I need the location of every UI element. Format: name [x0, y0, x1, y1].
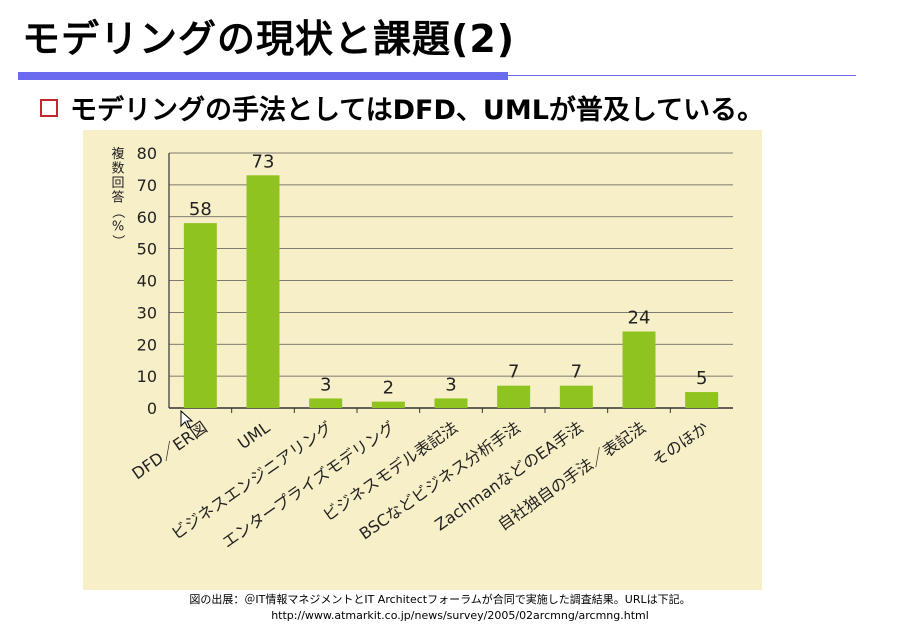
mouse-pointer-icon: [180, 410, 194, 429]
y-tick-label: 20: [137, 335, 157, 354]
bar: [622, 331, 656, 408]
data-label: 3: [320, 374, 331, 395]
bullet-square-icon: [40, 98, 58, 117]
bar: [371, 401, 405, 408]
source-url: http://www.atmarkit.co.jp/news/survey/20…: [271, 609, 649, 622]
bullet-point: モデリングの手法としてはDFD、UMLが普及している。: [40, 88, 764, 127]
y-tick-label: 30: [137, 303, 157, 322]
y-tick-label: 60: [137, 208, 157, 227]
chart-panel: 0 10 20 30 40 50 60 70 80 複数回答（%） 58 DFD／ER図 73 UML 3 ビ…: [83, 130, 762, 590]
category-label: DFD／ER図: [128, 418, 210, 484]
y-axis-label-char: ）: [110, 234, 125, 247]
data-label: 3: [445, 374, 456, 395]
title-underline: [18, 72, 856, 80]
y-axis-label-char: 複: [111, 146, 124, 162]
bar-chart: 01020304050607080複数回答（%）58DFD／ER図73UML3ビ…: [110, 144, 733, 552]
slide-title: モデリングの現状と課題(2): [22, 17, 516, 61]
category-label: そのほか: [649, 418, 712, 470]
data-label: 7: [508, 362, 519, 383]
data-label: 5: [696, 368, 707, 389]
bar: [246, 175, 280, 408]
data-label: 24: [628, 308, 651, 329]
source-citation: 図の出展：＠IT情報マネジメントとIT Architectフォーラムが合同で実施…: [189, 593, 691, 606]
data-label: 7: [571, 362, 582, 383]
category-label: UML: [234, 418, 273, 453]
data-label: 2: [383, 378, 394, 399]
y-axis-label-char: 数: [111, 162, 124, 177]
bar: [497, 385, 531, 408]
y-tick-label: 80: [137, 144, 157, 163]
bar: [559, 385, 593, 408]
bar: [685, 392, 719, 408]
y-tick-label: 50: [137, 240, 157, 259]
bullet-text: モデリングの手法としてはDFD、UMLが普及している。: [70, 95, 765, 126]
source-note: 図の出展：＠IT情報マネジメントとIT Architectフォーラムが合同で実施…: [0, 592, 900, 624]
y-tick-label: 70: [137, 176, 157, 195]
bar: [434, 398, 468, 408]
y-tick-label: 10: [137, 367, 157, 386]
bar: [183, 223, 217, 408]
y-tick-label: 0: [147, 399, 157, 418]
data-label: 73: [252, 151, 275, 172]
bar: [309, 398, 343, 408]
y-axis-label-char: %: [112, 220, 124, 235]
y-axis-label-char: 回: [111, 176, 124, 191]
y-tick-label: 40: [137, 272, 157, 291]
y-axis-label-char: （: [110, 205, 125, 218]
title-underline-accent: [18, 72, 508, 80]
y-axis-label-char: 答: [111, 190, 124, 206]
data-label: 58: [189, 199, 212, 220]
